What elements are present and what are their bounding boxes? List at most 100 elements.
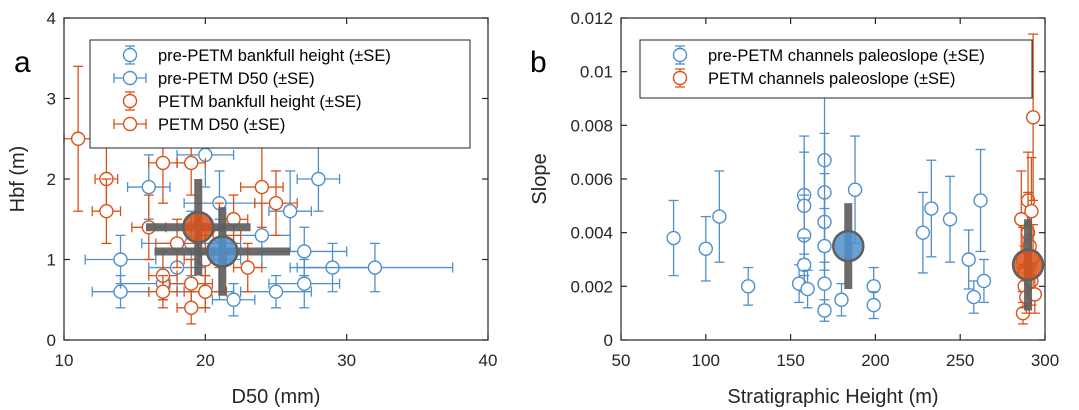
x-axis-label: Stratigraphic Height (m) [727,386,938,408]
panel-a-marks [63,65,454,325]
panel-b: 50 100 150 200 250 300 0 0.002 0.004 0.006 0.008 0.… [529,9,1059,408]
legend-marker [672,47,688,63]
data-point-marker [198,284,213,299]
panel-a-PETM-point [91,178,122,245]
data-point-marker [698,241,713,256]
panel-a-pre-PETM-point [296,146,341,212]
panel-b-pre-PETM-point [866,291,881,320]
y-tick-label: 2 [47,170,56,189]
panel-b-marks [666,33,1045,325]
data-point-marker [942,212,958,227]
panel-b-series-pre-PETM [666,92,992,322]
panel-b-pre-PETM-point [817,299,832,322]
panel-a-legend: pre-PETM bankfull height (±SE) pre-PETM D… [89,39,471,149]
data-point-marker [817,303,832,318]
data-point-marker [183,155,199,171]
legend-entry: PETM channels paleoslope (±SE) [672,68,956,88]
panel-b-legend: pre-PETM channels paleoslope (±SE) PETM c… [639,39,1033,99]
y-axis-label: Slope [529,153,551,204]
legend-label: PETM channels paleoslope (±SE) [708,70,956,88]
data-point-marker [866,279,881,294]
data-point-marker [817,238,832,254]
panel-b-pre-PETM-point [741,266,756,306]
y-tick-label: 0.004 [570,224,613,243]
data-point-marker [99,203,114,219]
data-point-marker [976,273,992,289]
panel-b-pre-PETM-point [976,258,992,304]
panel-b-pre-PETM-point [698,215,713,282]
panel-b-PETM-mean [1011,219,1045,311]
panel-b-pre-PETM-point [961,229,976,290]
legend-marker [122,47,138,63]
data-point-marker [240,260,255,275]
data-point-marker [254,179,270,195]
data-point-marker [712,209,727,224]
legend-entry: PETM D50 (±SE) [113,116,285,134]
y-axis-label: Hbf (m) [7,146,29,213]
data-point-marker [268,284,284,299]
y-tick-label: 0 [604,331,613,350]
data-point-marker [113,252,128,267]
data-point-marker [297,244,312,259]
data-point-marker [834,292,849,307]
panel-b-pre-PETM-point [817,261,832,306]
x-tick-label: 10 [55,351,74,370]
panel-b-pre-PETM-point [666,199,681,277]
x-axis-label: D50 (mm) [232,386,321,408]
data-point-marker [367,260,383,275]
x-tick-label: 50 [612,351,631,370]
panel-b-pre-PETM-point [973,148,988,253]
panel-a-axes: 10 20 30 40 0 1 2 3 4 D50 (mm) Hbf (m) a [7,9,497,408]
panel-a-pre-PETM-point [268,258,341,309]
data-point-marker [966,289,981,305]
panel-b-pre-PETM-point [924,159,939,258]
y-tick-label: 0 [47,331,56,350]
mean-marker [832,229,865,263]
legend-entry: PETM bankfull height (±SE) [122,91,361,111]
x-tick-label: 150 [776,351,804,370]
panel-a-PETM-point [232,242,263,293]
legend-entry: pre-PETM channels paleoslope (±SE) [672,45,985,65]
data-point-marker [268,195,284,211]
panel-a-PETM-point [148,274,178,309]
panel-letter: b [530,46,547,79]
panel-a-pre-PETM-point [296,242,454,293]
data-point-marker [915,225,931,240]
x-tick-label: 20 [196,351,215,370]
data-point-marker [226,292,241,307]
y-tick-label: 0.002 [570,277,613,296]
x-tick-label: 100 [692,351,720,370]
y-tick-label: 1 [47,251,56,270]
data-point-marker [1025,110,1041,125]
panel-a-PETM-point [240,146,284,228]
y-tick-label: 0.01 [580,63,613,82]
x-tick-label: 40 [479,351,498,370]
legend-box [639,39,1033,99]
data-point-marker [961,252,976,267]
mean-marker [206,235,239,268]
data-point-marker [796,257,812,273]
y-tick-label: 3 [47,90,56,109]
legend-label: pre-PETM D50 (±SE) [158,70,315,88]
panel-a-pre-PETM-point [268,170,312,253]
data-point-marker [70,131,86,146]
legend-label: PETM D50 (±SE) [158,116,285,134]
data-point-marker [800,281,815,297]
data-point-marker [924,201,939,216]
legend-label: PETM bankfull height (±SE) [158,93,361,111]
legend-marker [122,70,138,86]
legend-entry: pre-PETM D50 (±SE) [113,70,315,88]
y-tick-label: 0.012 [570,9,613,28]
panel-a-series-PETM [63,65,298,325]
data-point-marker [817,276,832,291]
panel-a-pre-PETM-mean [154,207,291,296]
data-point-marker [141,179,157,195]
panel-b-axes: 50 100 150 200 250 300 0 0.002 0.004 0.006 0.008 0.… [529,9,1059,408]
mean-marker [182,211,215,244]
legend-label: pre-PETM bankfull height (±SE) [158,47,391,65]
data-point-marker [666,230,681,246]
data-point-marker [847,182,863,197]
panel-a-series-pre-PETM [84,122,454,317]
data-point-marker [297,276,312,291]
